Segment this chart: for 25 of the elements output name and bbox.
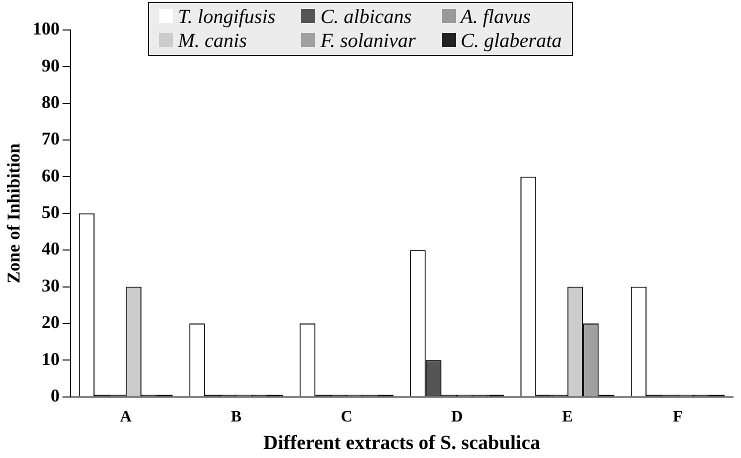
y-tick-label: 30 [42, 275, 60, 296]
y-axis-title: Zone of Inhibition [3, 143, 24, 284]
y-tick-label: 70 [42, 128, 60, 149]
legend-label: F. solanivar [320, 30, 416, 52]
y-tick-label: 60 [42, 165, 60, 186]
x-tick-label: D [451, 408, 463, 426]
y-tick-label: 0 [50, 385, 60, 406]
y-tick-label: 80 [42, 92, 60, 112]
x-tick-label: A [120, 408, 132, 426]
x-tick-label: C [340, 408, 352, 426]
y-tick-label: 20 [42, 312, 60, 332]
x-axis-title: Different extracts of S. scabulica [263, 432, 540, 454]
x-tick-label: F [672, 408, 683, 426]
y-tick-label: 10 [42, 348, 60, 369]
y-tick-label: 40 [42, 238, 60, 259]
legend-label: M. canis [178, 30, 247, 52]
legend-label: A. flavus [460, 6, 531, 28]
legend-label: C. glaberata [460, 30, 562, 52]
y-tick-label: 90 [42, 55, 60, 76]
y-tick-label: 50 [42, 202, 60, 222]
y-tick-label: 100 [32, 18, 60, 39]
legend-label: C. albicans [320, 6, 412, 28]
x-tick-label: E [562, 408, 573, 426]
legend-label: T. longifusis [178, 6, 276, 28]
x-tick-label: B [230, 408, 242, 426]
